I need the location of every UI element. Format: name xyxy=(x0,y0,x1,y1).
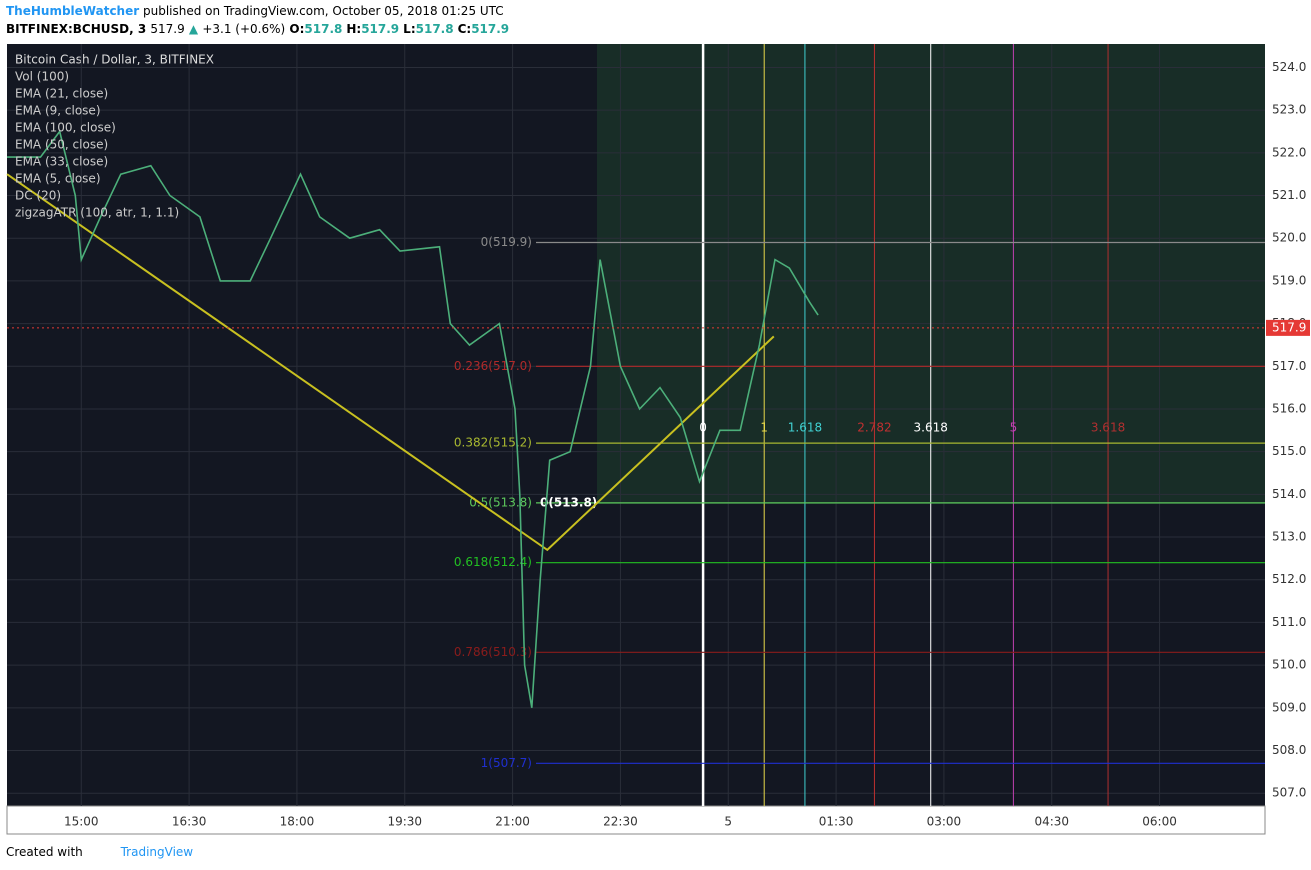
last-price-box xyxy=(1266,319,1310,336)
indicator-label: DC (20) xyxy=(15,189,61,203)
y-tick-label: 524.0 xyxy=(1272,60,1306,74)
zigzag xyxy=(6,173,775,552)
indicator-label: EMA (21, close) xyxy=(15,87,108,101)
indicator-label: Vol (100) xyxy=(15,70,69,84)
arrow: ▲ xyxy=(188,22,199,36)
published: published on TradingView.com, October 05… xyxy=(142,4,504,18)
y-tick-label: 517.0 xyxy=(1272,359,1306,373)
indicator-label: EMA (50, close) xyxy=(15,138,108,152)
chart: Bitcoin Cash / Dollar, 3, BITFINEX 507.0… xyxy=(6,44,1311,835)
x-tick-label: 01:30 xyxy=(819,815,854,829)
fib-level-label: 0(519.9) xyxy=(481,235,532,249)
fib-time-label: 5 xyxy=(1010,421,1018,435)
y-tick-label: 511.0 xyxy=(1272,615,1306,629)
symbol: BITFINEX:BCHUSD, 3 xyxy=(6,22,147,36)
price-line xyxy=(7,129,819,708)
y-tick-label: 512.0 xyxy=(1272,572,1306,586)
x-tick-label: 03:00 xyxy=(927,815,962,829)
fib-level-label: 1(507.7) xyxy=(481,756,532,770)
ohlc-value: 517.9 xyxy=(361,22,400,36)
fib-time-label: 2.782 xyxy=(857,421,891,435)
x-tick-label: 16:30 xyxy=(172,815,207,829)
y-tick-label: 509.0 xyxy=(1272,700,1306,714)
header: TheHumbleWatcher published on TradingVie… xyxy=(6,4,504,18)
ohlc-value: 517.9 xyxy=(471,22,510,36)
change: +3.1 (+0.6%) xyxy=(202,22,286,36)
x-tick-label: 21:00 xyxy=(495,815,530,829)
fib-time-label: 3.618 xyxy=(1091,421,1125,435)
x-tick-label: 22:30 xyxy=(603,815,638,829)
x-tick-label: 19:30 xyxy=(387,815,422,829)
indicator-label: EMA (33, close) xyxy=(15,155,108,169)
fib-level-label: 0.618(512.4) xyxy=(454,555,532,569)
fib-time-label: 1.618 xyxy=(788,421,822,435)
y-tick-label: 522.0 xyxy=(1272,145,1306,159)
x-tick-label: 04:30 xyxy=(1034,815,1069,829)
y-tick-label: 521.0 xyxy=(1272,188,1306,202)
brand[interactable]: TradingView xyxy=(120,845,194,859)
last-price-label: 517.9 xyxy=(1272,320,1306,334)
ohlc-label: H: xyxy=(346,22,362,36)
ohlc-label: C: xyxy=(457,22,472,36)
author[interactable]: TheHumbleWatcher xyxy=(6,4,140,18)
y-tick-label: 513.0 xyxy=(1272,530,1306,544)
x-tick-label: 5 xyxy=(724,815,732,829)
fib-level-label: 0.382(515.2) xyxy=(454,436,532,450)
ohlc-label: L: xyxy=(403,22,416,36)
indicator-label: zigzagATR (100, atr, 1, 1.1) xyxy=(15,206,179,220)
y-tick-label: 507.0 xyxy=(1272,786,1306,800)
x-tick-label: 18:00 xyxy=(280,815,315,829)
time-axis-bg xyxy=(6,805,1266,835)
ohlc-value: 517.8 xyxy=(415,22,454,36)
x-tick-label: 15:00 xyxy=(64,815,99,829)
y-tick-label: 516.0 xyxy=(1272,401,1306,415)
created-with: Created with xyxy=(6,845,83,859)
ohlc-value: 517.8 xyxy=(304,22,343,36)
indicator-label: EMA (9, close) xyxy=(15,104,101,118)
price-axis-bg xyxy=(1265,44,1311,806)
chart-title: Bitcoin Cash / Dollar, 3, BITFINEX xyxy=(15,53,214,67)
fib-level-label: 0.786(510.3) xyxy=(454,645,532,659)
fib-time-label: 3.618 xyxy=(914,421,948,435)
last: 517.9 xyxy=(150,22,185,36)
fib-time-label: 1 xyxy=(760,421,768,435)
indicator-label: EMA (100, close) xyxy=(15,121,116,135)
indicator-label: EMA (5, close) xyxy=(15,172,101,186)
ohlc: O:517.8 H:517.9 L:517.8 C:517.9 xyxy=(289,22,513,36)
y-tick-label: 508.0 xyxy=(1272,743,1306,757)
fib-level-label: 0.236(517.0) xyxy=(454,359,532,373)
ohlc-label: O: xyxy=(289,22,305,36)
y-tick-label: 515.0 xyxy=(1272,444,1306,458)
fib-time-label: 0 xyxy=(699,421,707,435)
y-tick-label: 514.0 xyxy=(1272,487,1306,501)
symbol-bar: BITFINEX:BCHUSD, 3 517.9 ▲ +3.1 (+0.6%) … xyxy=(6,22,513,36)
x-tick-label: 06:00 xyxy=(1142,815,1177,829)
plot-background xyxy=(7,44,1265,806)
fib-anchor-label: 0(513.8) xyxy=(540,495,597,509)
y-tick-label: 519.0 xyxy=(1272,273,1306,287)
y-tick-label: 510.0 xyxy=(1272,658,1306,672)
footer: Created with TradingView xyxy=(6,845,193,859)
y-tick-label: 523.0 xyxy=(1272,103,1306,117)
y-tick-label: 520.0 xyxy=(1272,231,1306,245)
